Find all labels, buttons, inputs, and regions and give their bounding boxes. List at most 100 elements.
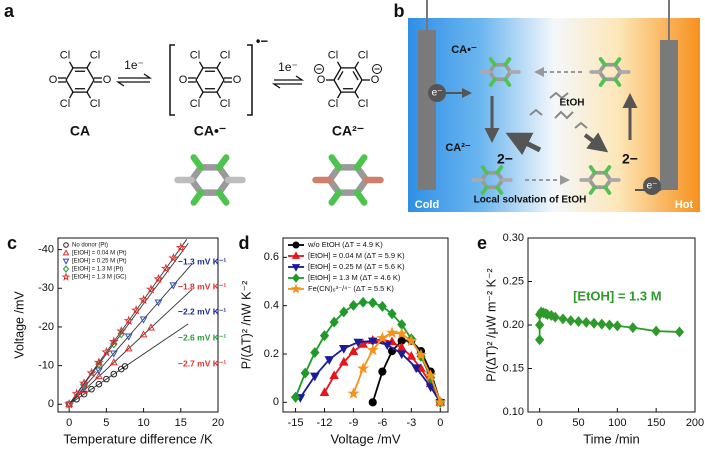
marker (338, 345, 349, 354)
bond (354, 91, 360, 99)
panel-label: c (7, 233, 17, 253)
y-tick-label: 0.4 (264, 300, 279, 312)
marker (414, 348, 428, 361)
x-tick-label: 20 (212, 417, 224, 429)
fit-line (68, 289, 193, 405)
marker (160, 263, 171, 273)
marker (612, 320, 622, 332)
bond (86, 67, 95, 81)
marker (406, 351, 417, 360)
x-tick-label: -6 (377, 417, 387, 429)
electron-label: e⁻ (647, 181, 658, 192)
substituent-3d (495, 165, 504, 175)
bond (216, 91, 222, 99)
x-tick-label: -9 (349, 417, 359, 429)
substituent-3d (613, 77, 622, 87)
marker (101, 346, 112, 357)
x-tick-label: 50 (572, 417, 584, 429)
ethanol (549, 91, 569, 100)
oxygen: O (49, 74, 58, 86)
x-tick-label: -3 (406, 417, 416, 429)
x-axis-label: Time /min (583, 431, 640, 446)
arrow (583, 132, 609, 153)
electron (428, 84, 446, 102)
panel-label: b (394, 1, 405, 21)
oxygen: O (103, 74, 112, 86)
cold-label: Cold (415, 199, 439, 211)
marker (93, 357, 104, 367)
y-tick-label: 0.20 (503, 319, 524, 331)
fit-label: −1.3 mV K⁻¹ (178, 256, 226, 266)
substituent-3d (598, 57, 607, 67)
marker (79, 378, 90, 388)
electron (643, 177, 661, 195)
legend-label: [EtOH] = 1.3 M (GC) (72, 275, 127, 281)
marker (405, 334, 418, 347)
bond (195, 67, 204, 81)
bond (65, 79, 74, 93)
bond (216, 79, 225, 93)
species-name: CA (70, 123, 90, 139)
marker (535, 319, 545, 331)
marker (121, 363, 129, 370)
series-line (352, 331, 442, 403)
x-tick-label: 0 (437, 417, 443, 429)
fit-label: −1.8 mV K⁻¹ (178, 281, 226, 291)
marker (329, 370, 339, 380)
marker (348, 346, 359, 355)
bond (336, 91, 342, 99)
legend-label: No donor (Pt) (72, 243, 108, 249)
bond (333, 79, 342, 93)
legend-label: [EtOH] = 0.04 M (ΔT = 5.9 K) (308, 251, 405, 260)
bond (195, 79, 204, 93)
marker (123, 315, 134, 326)
oxygen: O (179, 74, 188, 86)
y-tick-label: 0.25 (503, 275, 524, 287)
substituent-3d (215, 189, 230, 206)
marker (291, 251, 301, 259)
oxygen: O (233, 74, 242, 86)
species-label: CA•⁻ (451, 44, 477, 56)
bracket (247, 44, 253, 116)
marker (88, 385, 95, 393)
marker (674, 326, 685, 338)
oxygen: O (371, 74, 380, 86)
bond (216, 61, 222, 69)
equilibrium-arrow (274, 75, 305, 81)
chlorine: Cl (358, 98, 368, 110)
marker (558, 313, 568, 325)
marker (651, 325, 661, 337)
marker (62, 249, 70, 256)
hot-label: Hot (675, 199, 694, 211)
electron-transfer-label: 1e⁻ (278, 60, 298, 74)
x-tick-label: 5 (103, 417, 109, 429)
substituent-3d (190, 189, 205, 206)
arrow (505, 132, 542, 156)
marker (61, 272, 71, 281)
y-tick-label: 0.15 (503, 362, 524, 374)
substituent-3d (588, 165, 597, 175)
y-tick-label: 0.10 (503, 406, 524, 418)
x-tick-label: 0 (66, 417, 72, 429)
radical-charge: •− (256, 33, 269, 48)
marker (86, 367, 97, 378)
marker (108, 336, 119, 346)
caption: Local solvation of EtOH (474, 195, 587, 206)
negative-charge (314, 64, 324, 74)
marker (109, 350, 118, 358)
marker (573, 316, 584, 327)
marker (357, 362, 370, 374)
substituent-3d (588, 185, 597, 195)
y-tick-label: 0.2 (264, 348, 279, 360)
plot-area (64, 239, 193, 409)
marker (139, 316, 148, 324)
species-name: CA•⁻ (194, 123, 227, 139)
marker (377, 300, 388, 312)
marker (292, 273, 300, 283)
marker (368, 297, 378, 309)
marker (367, 337, 378, 347)
charge-label: 2− (497, 151, 513, 167)
marker (628, 322, 638, 334)
species-name: CA²⁻ (332, 123, 364, 139)
